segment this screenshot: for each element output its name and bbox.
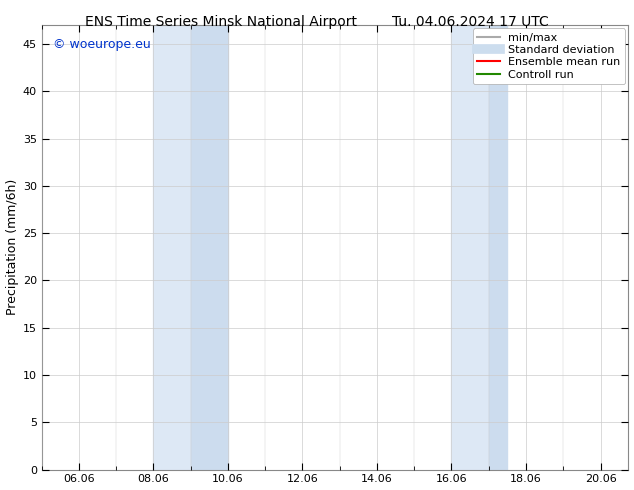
Y-axis label: Precipitation (mm/6h): Precipitation (mm/6h) — [6, 179, 18, 316]
Bar — [489, 25, 507, 469]
Bar — [153, 25, 191, 469]
Text: ENS Time Series Minsk National Airport        Tu. 04.06.2024 17 UTC: ENS Time Series Minsk National Airport T… — [85, 15, 549, 29]
Bar — [451, 25, 489, 469]
Legend: min/max, Standard deviation, Ensemble mean run, Controll run: min/max, Standard deviation, Ensemble me… — [473, 28, 625, 84]
Text: © woeurope.eu: © woeurope.eu — [53, 39, 151, 51]
Bar — [191, 25, 228, 469]
